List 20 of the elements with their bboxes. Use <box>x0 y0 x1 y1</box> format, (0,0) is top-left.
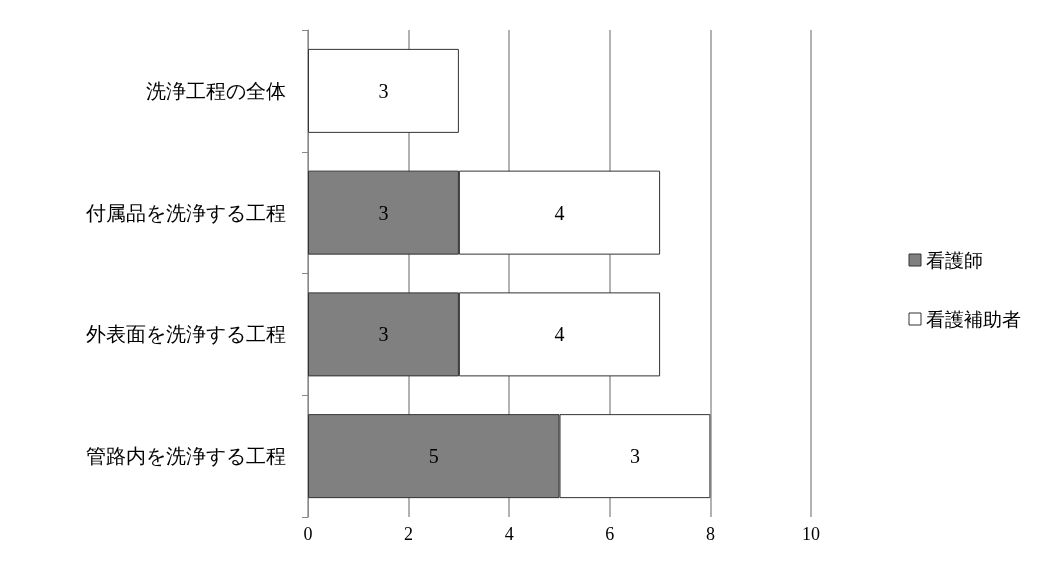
legend-label: 看護補助者 <box>926 308 1021 330</box>
data-label: 3 <box>629 445 640 468</box>
y-tick-label: 洗浄工程の全体 <box>146 79 286 102</box>
data-label: 3 <box>378 323 389 346</box>
y-tick-label: 付属品を洗浄する工程 <box>85 201 286 224</box>
x-tick-label: 6 <box>605 524 615 544</box>
bar <box>308 48 459 133</box>
legend-label: 看護師 <box>926 249 983 271</box>
data-label: 3 <box>378 79 389 102</box>
x-tick-label: 10 <box>802 524 820 544</box>
data-label: 3 <box>378 201 389 224</box>
y-tick-label: 管路内を洗浄する工程 <box>86 445 286 468</box>
data-label: 4 <box>554 323 565 346</box>
x-tick-label: 4 <box>504 524 514 544</box>
x-tick-label: 2 <box>404 524 414 544</box>
x-tick-label: 8 <box>705 524 715 544</box>
data-label: 5 <box>428 445 439 468</box>
y-tick-label: 外表面を洗浄する工程 <box>86 323 286 346</box>
data-label: 4 <box>554 201 565 224</box>
x-tick-label: 0 <box>303 524 313 544</box>
